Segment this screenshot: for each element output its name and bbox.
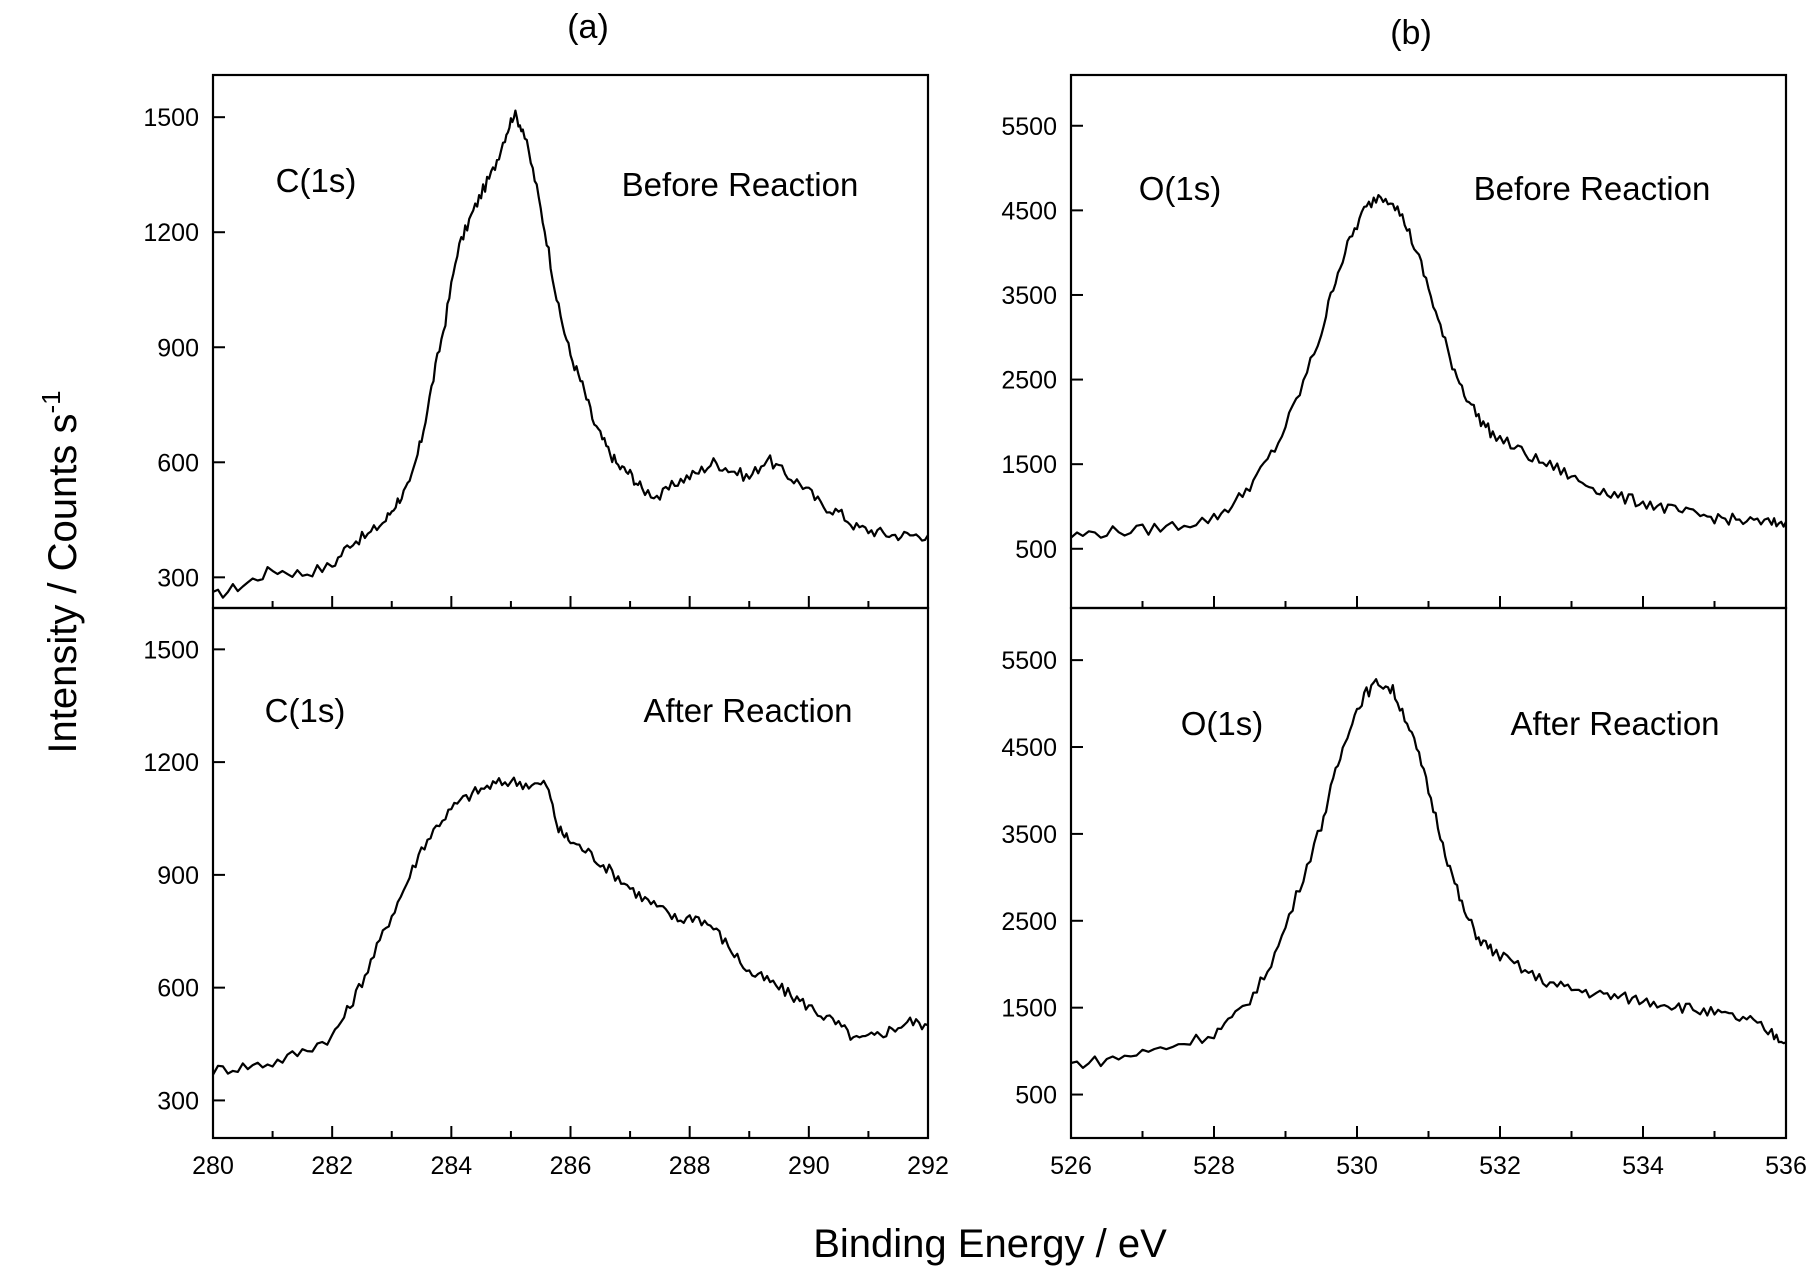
y-tick-label: 500	[1015, 1082, 1057, 1110]
plot-frame	[211, 73, 930, 610]
y-tick-label: 1500	[1001, 451, 1057, 479]
condition-annotation: Before Reaction	[622, 166, 859, 203]
y-axis-label: Intensity / Counts s-1	[36, 390, 85, 753]
y-tick-label: 1200	[143, 219, 199, 247]
y-tick-label: 500	[1015, 536, 1057, 564]
x-tick-label: 526	[1050, 1152, 1092, 1180]
x-tick-label: 292	[907, 1152, 949, 1180]
condition-annotation: Before Reaction	[1474, 170, 1711, 207]
x-tick-label: 528	[1193, 1152, 1235, 1180]
chart-b-top: 500 1500 2500 3500 4500 5500 O(1s) Before React…	[1001, 73, 1788, 610]
y-tick-label: 2500	[1001, 908, 1057, 936]
y-tick-label: 2500	[1001, 367, 1057, 395]
spectrum-line	[212, 109, 929, 599]
peak-annotation: C(1s)	[276, 162, 357, 199]
y-tick-label: 900	[157, 862, 199, 890]
y-tick-label: 600	[157, 975, 199, 1003]
y-tick-label: 1500	[143, 104, 199, 132]
y-tick-label: 3500	[1001, 282, 1057, 310]
y-tick-label: 1500	[1001, 995, 1057, 1023]
peak-annotation: O(1s)	[1139, 170, 1222, 207]
y-tick-label: 300	[157, 1087, 199, 1115]
y-tick-label: 300	[157, 564, 199, 592]
chart-b-bottom: 500 1500 2500 3500 4500 5500 526 528 530 532 534 53…	[1001, 606, 1807, 1180]
peak-annotation: C(1s)	[265, 692, 346, 729]
y-tick-label: 3500	[1001, 821, 1057, 849]
spectrum-line	[1070, 194, 1787, 539]
condition-annotation: After Reaction	[1510, 705, 1719, 742]
x-tick-label: 282	[311, 1152, 353, 1180]
y-tick-label: 5500	[1001, 113, 1057, 141]
x-tick-label: 288	[669, 1152, 711, 1180]
x-tick-label: 286	[550, 1152, 592, 1180]
x-axis-label: Binding Energy / eV	[813, 1222, 1167, 1266]
panel-b-label: (b)	[1390, 14, 1432, 52]
x-tick-label: 280	[192, 1152, 234, 1180]
panel-a-label: (a)	[567, 8, 609, 46]
y-tick-label: 900	[157, 334, 199, 362]
chart-a-bottom: 300 600 900 1200 1500 280 282 284 286 288 290 292 C(…	[143, 606, 949, 1180]
x-tick-label: 290	[788, 1152, 830, 1180]
y-tick-label: 1200	[143, 749, 199, 777]
x-tick-label: 532	[1479, 1152, 1521, 1180]
condition-annotation: After Reaction	[643, 692, 852, 729]
x-tick-label: 534	[1622, 1152, 1664, 1180]
chart-a-top: 300 600 900 1200 1500 C(1s) Before Reaction	[143, 73, 930, 610]
x-tick-label: 284	[430, 1152, 472, 1180]
y-tick-label: 1500	[143, 636, 199, 664]
y-tick-label: 600	[157, 449, 199, 477]
plot-frame	[211, 606, 930, 1140]
y-tick-label: 4500	[1001, 734, 1057, 762]
x-tick-label: 530	[1336, 1152, 1378, 1180]
y-tick-label: 5500	[1001, 647, 1057, 675]
plot-frame	[1069, 606, 1788, 1140]
spectrum-line	[1070, 678, 1787, 1070]
x-tick-label: 536	[1765, 1152, 1807, 1180]
spectrum-line	[212, 776, 929, 1076]
peak-annotation: O(1s)	[1181, 705, 1264, 742]
y-tick-label: 4500	[1001, 197, 1057, 225]
